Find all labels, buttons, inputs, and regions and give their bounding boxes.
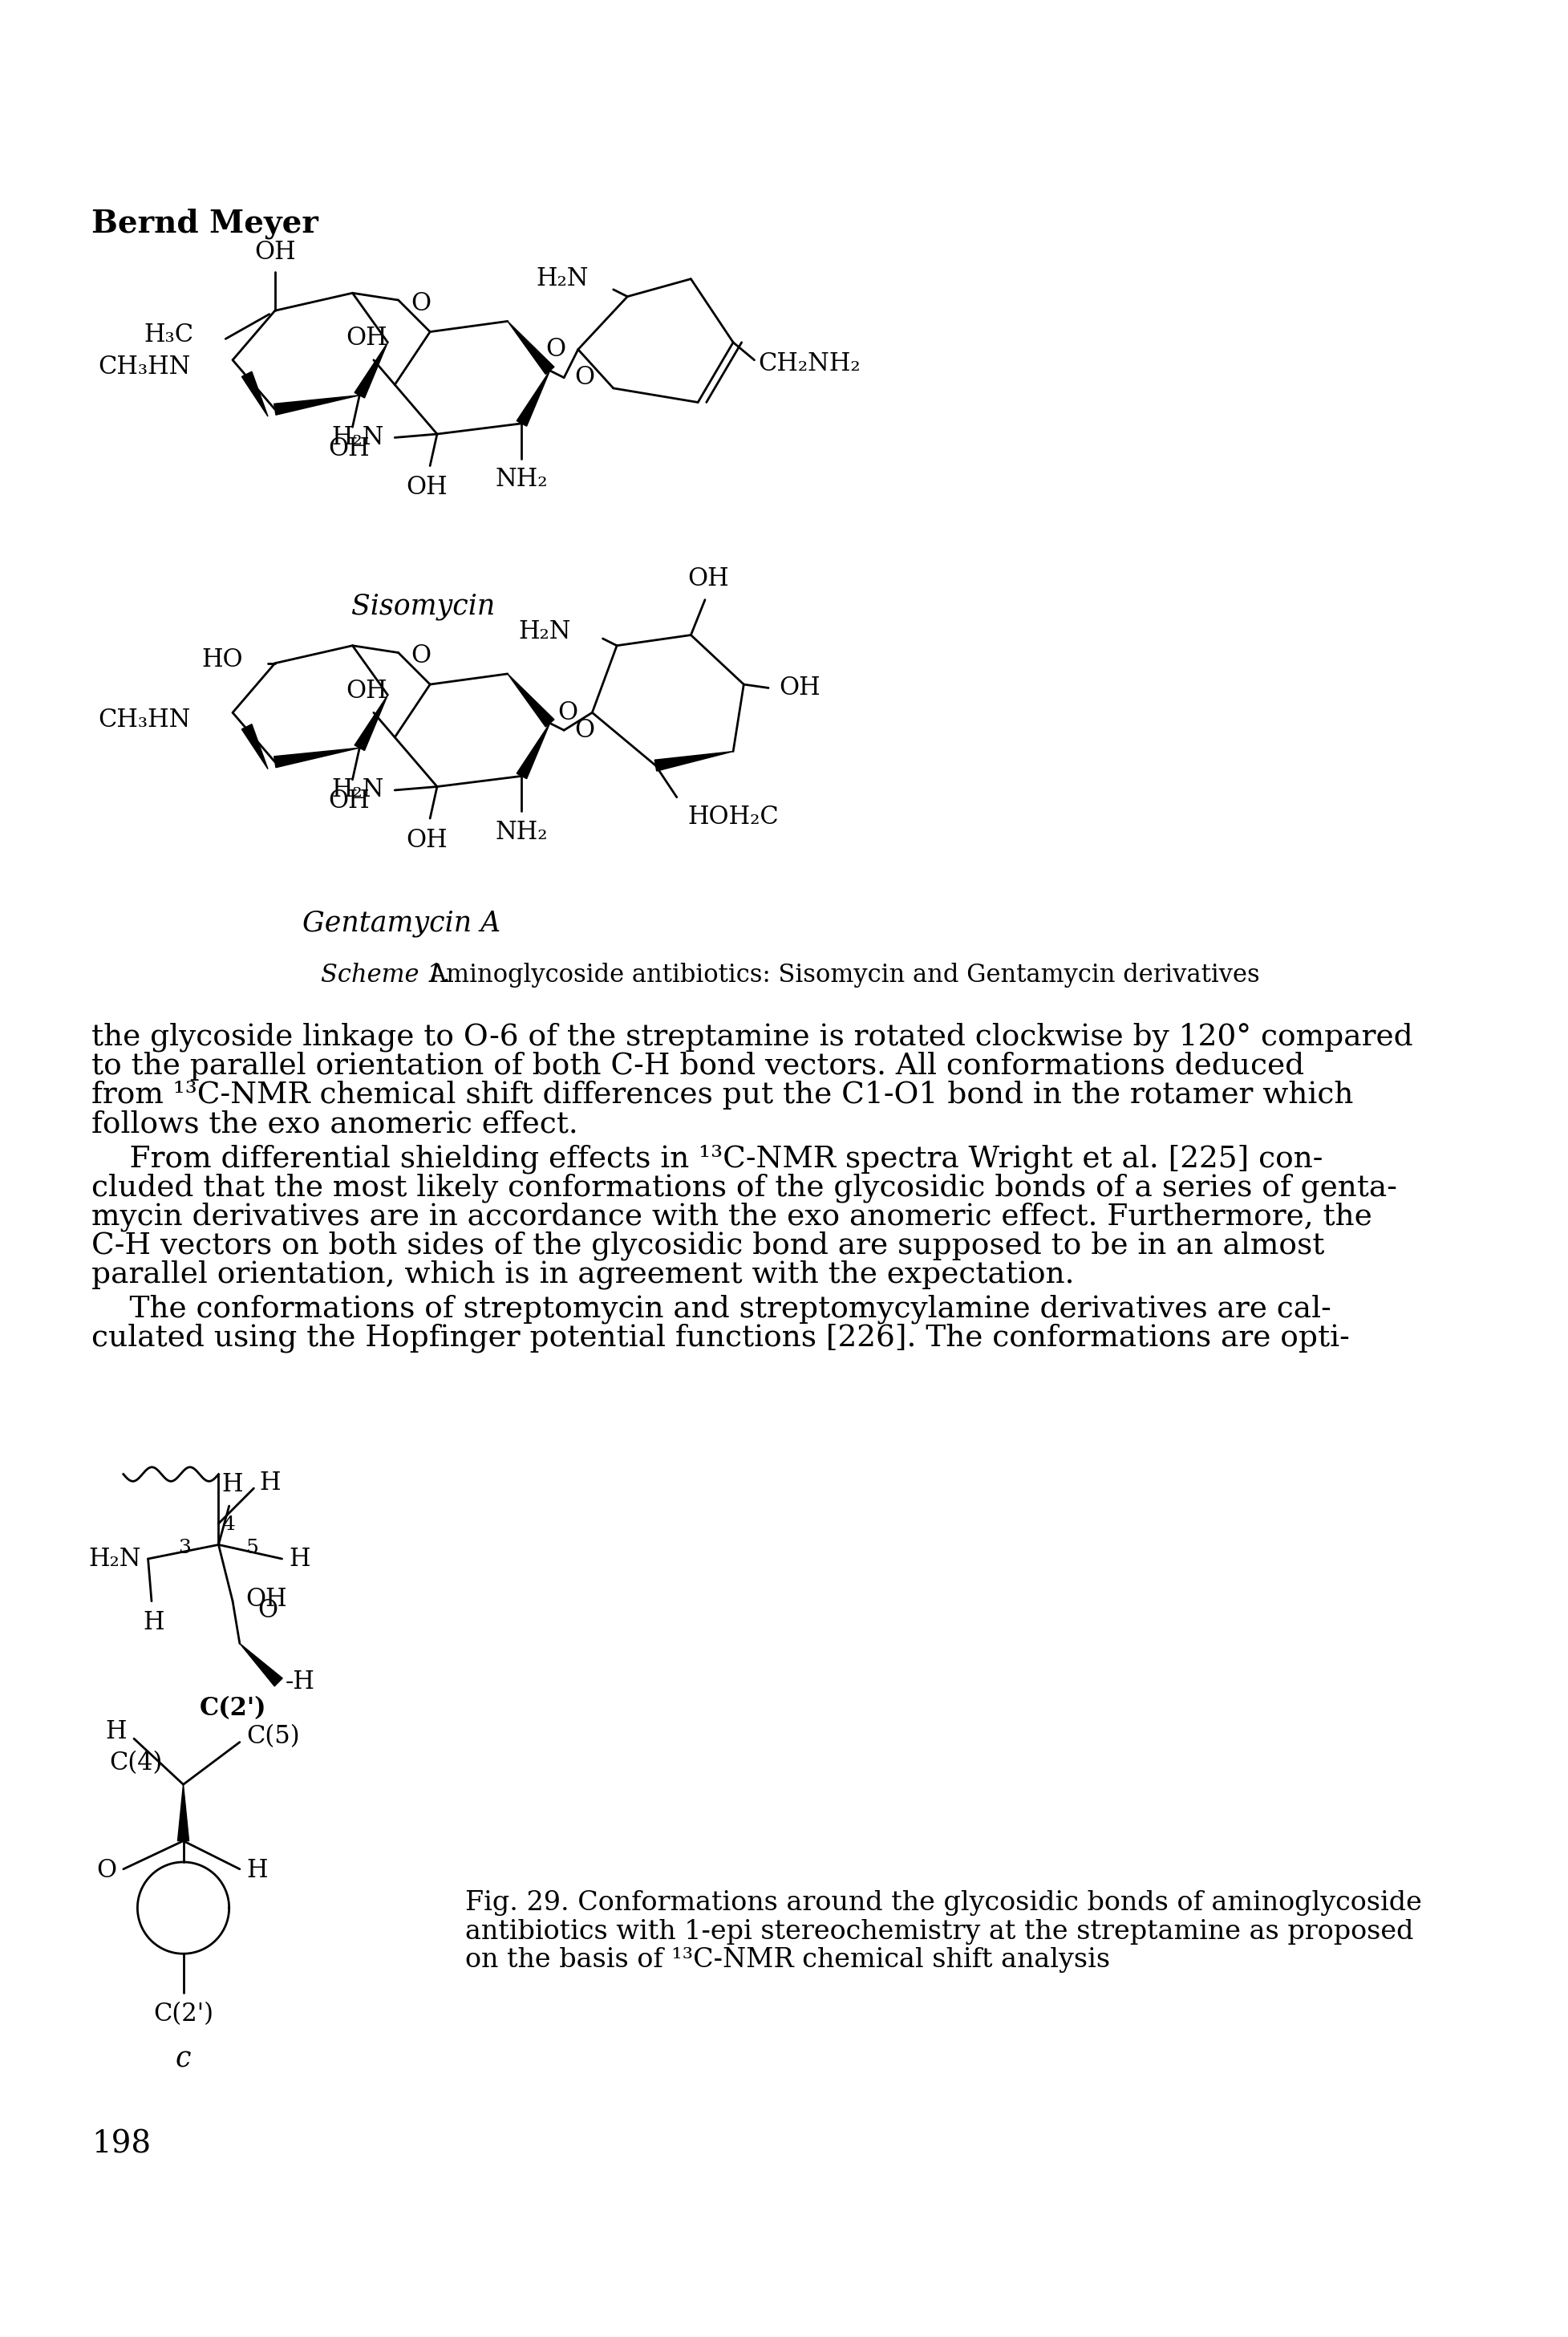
Text: O: O	[411, 643, 431, 668]
Polygon shape	[516, 372, 550, 425]
Text: H₂N: H₂N	[331, 778, 384, 802]
Text: cluded that the most likely conformations of the glycosidic bonds of a series of: cluded that the most likely conformation…	[91, 1173, 1397, 1204]
Text: OH: OH	[406, 827, 447, 853]
Text: C(2'): C(2')	[154, 2003, 213, 2026]
Text: OH: OH	[345, 325, 387, 351]
Text: O: O	[574, 717, 594, 743]
Text: H: H	[259, 1470, 281, 1496]
Text: culated using the Hopfinger potential functions [226]. The conformations are opt: culated using the Hopfinger potential fu…	[91, 1323, 1348, 1353]
Text: OH: OH	[687, 566, 729, 591]
Text: mycin derivatives are in accordance with the exo anomeric effect. Furthermore, t: mycin derivatives are in accordance with…	[91, 1201, 1372, 1232]
Text: H₂N: H₂N	[331, 425, 384, 451]
Text: Scheme 1.: Scheme 1.	[320, 963, 450, 989]
Text: From differential shielding effects in ¹³C-NMR spectra Wright et al. [225] con-: From differential shielding effects in ¹…	[91, 1145, 1322, 1173]
Text: 4: 4	[223, 1517, 235, 1533]
Polygon shape	[241, 724, 268, 769]
Polygon shape	[274, 395, 359, 416]
Text: OH: OH	[328, 437, 370, 460]
Text: H₃C: H₃C	[144, 323, 194, 348]
Text: follows the exo anomeric effect.: follows the exo anomeric effect.	[91, 1110, 579, 1138]
Text: O: O	[257, 1599, 278, 1622]
Polygon shape	[177, 1785, 188, 1842]
Polygon shape	[354, 694, 387, 750]
Text: OH: OH	[328, 790, 370, 813]
Text: C(2'): C(2')	[199, 1697, 267, 1720]
Text: antibiotics with 1-epi stereochemistry at the streptamine as proposed: antibiotics with 1-epi stereochemistry a…	[466, 1919, 1413, 1944]
Text: OH: OH	[245, 1587, 287, 1613]
Text: OH: OH	[345, 678, 387, 703]
Text: CH₃HN: CH₃HN	[97, 355, 190, 379]
Polygon shape	[240, 1643, 282, 1687]
Text: -H: -H	[285, 1669, 315, 1694]
Polygon shape	[508, 320, 554, 374]
Text: c: c	[176, 2045, 191, 2073]
Text: Gentamycin A: Gentamycin A	[303, 909, 500, 937]
Text: C(5): C(5)	[246, 1725, 299, 1748]
Text: NH₂: NH₂	[495, 820, 547, 844]
Text: on the basis of ¹³C-NMR chemical shift analysis: on the basis of ¹³C-NMR chemical shift a…	[466, 1947, 1110, 1972]
Text: HOH₂C: HOH₂C	[687, 804, 778, 830]
Text: parallel orientation, which is in agreement with the expectation.: parallel orientation, which is in agreem…	[91, 1260, 1074, 1290]
Text: Aminoglycoside antibiotics: Sisomycin and Gentamycin derivatives: Aminoglycoside antibiotics: Sisomycin an…	[428, 963, 1259, 989]
Polygon shape	[508, 673, 554, 727]
Text: H: H	[105, 1720, 127, 1743]
Text: HO: HO	[202, 647, 243, 673]
Polygon shape	[654, 753, 732, 771]
Text: OH: OH	[254, 241, 295, 264]
Text: O: O	[574, 365, 594, 390]
Text: H: H	[289, 1547, 310, 1570]
Text: C-H vectors on both sides of the glycosidic bond are supposed to be in an almost: C-H vectors on both sides of the glycosi…	[91, 1232, 1323, 1260]
Text: H: H	[223, 1472, 243, 1496]
Text: O: O	[96, 1858, 116, 1884]
Text: 5: 5	[246, 1540, 259, 1556]
Polygon shape	[516, 722, 550, 778]
Text: NH₂: NH₂	[495, 467, 547, 493]
Text: Bernd Meyer: Bernd Meyer	[91, 208, 318, 238]
Text: from ¹³C-NMR chemical shift differences put the C1-O1 bond in the rotamer which: from ¹³C-NMR chemical shift differences …	[91, 1080, 1353, 1110]
Text: Fig. 29. Conformations around the glycosidic bonds of aminoglycoside: Fig. 29. Conformations around the glycos…	[466, 1891, 1421, 1916]
Text: The conformations of streptomycin and streptomycylamine derivatives are cal-: The conformations of streptomycin and st…	[91, 1295, 1331, 1323]
Text: CH₂NH₂: CH₂NH₂	[757, 351, 859, 376]
Polygon shape	[354, 344, 387, 397]
Text: H: H	[246, 1858, 268, 1884]
Text: 3: 3	[179, 1540, 191, 1556]
Text: C(4): C(4)	[108, 1750, 162, 1776]
Polygon shape	[241, 372, 268, 416]
Text: O: O	[546, 337, 564, 362]
Text: O: O	[558, 701, 577, 724]
Text: H₂N: H₂N	[519, 619, 571, 645]
Text: H₂N: H₂N	[536, 266, 588, 292]
Text: Sisomycin: Sisomycin	[351, 594, 494, 619]
Text: CH₃HN: CH₃HN	[97, 708, 190, 731]
Text: to the parallel orientation of both C-H bond vectors. All conformations deduced: to the parallel orientation of both C-H …	[91, 1052, 1303, 1080]
Text: the glycoside linkage to O-6 of the streptamine is rotated clockwise by 120° com: the glycoside linkage to O-6 of the stre…	[91, 1024, 1413, 1052]
Text: H₂N: H₂N	[88, 1547, 141, 1570]
Text: OH: OH	[779, 675, 820, 701]
Polygon shape	[274, 748, 359, 767]
Text: O: O	[411, 292, 431, 315]
Text: 198: 198	[91, 2129, 151, 2159]
Text: H: H	[143, 1610, 165, 1636]
Text: OH: OH	[406, 474, 447, 500]
